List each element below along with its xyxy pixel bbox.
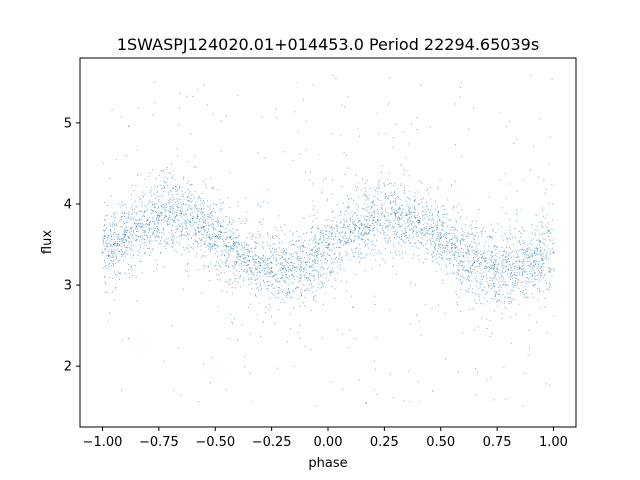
scatter-point bbox=[440, 237, 442, 239]
x-tick-label: 0.75 bbox=[483, 435, 512, 450]
scatter-point bbox=[349, 230, 352, 233]
scatter-point bbox=[203, 226, 205, 228]
x-tick-label: −0.75 bbox=[139, 435, 179, 450]
plot-frame bbox=[79, 57, 577, 428]
x-tick-label: 0.50 bbox=[426, 435, 455, 450]
scatter-point bbox=[372, 219, 374, 221]
x-tick-label: −1.00 bbox=[83, 435, 123, 450]
scatter-point bbox=[530, 263, 532, 265]
x-tick-label: 0.00 bbox=[314, 435, 343, 450]
scatter-point bbox=[552, 251, 555, 254]
scatter-point bbox=[541, 258, 543, 260]
scatter-point bbox=[417, 219, 419, 221]
scatter-point bbox=[225, 245, 228, 247]
y-axis-label: flux bbox=[40, 230, 55, 254]
scatter-point bbox=[282, 268, 284, 270]
scatter-point bbox=[485, 265, 487, 268]
y-tick-label: 2 bbox=[64, 360, 72, 375]
x-tick-label: −0.25 bbox=[252, 435, 292, 450]
x-tick-label: −0.50 bbox=[195, 435, 235, 450]
scatter-point bbox=[462, 255, 464, 257]
scatter-point bbox=[270, 267, 273, 269]
scatter-point bbox=[158, 214, 160, 216]
scatter-point bbox=[507, 269, 510, 271]
scatter-point bbox=[406, 214, 408, 216]
scatter-point bbox=[214, 235, 216, 238]
scatter-point bbox=[248, 260, 250, 262]
scatter-point bbox=[327, 247, 329, 249]
scatter-point bbox=[383, 215, 386, 217]
scatter-point bbox=[169, 211, 171, 213]
scatter-point-cloud bbox=[102, 75, 555, 407]
y-tick-label: 5 bbox=[64, 116, 72, 131]
scatter-point bbox=[473, 261, 476, 264]
scatter-point bbox=[259, 264, 262, 267]
chart-title: 1SWASPJ124020.01+014453.0 Period 22294.6… bbox=[117, 35, 539, 54]
scatter-point bbox=[496, 268, 498, 270]
scatter-point bbox=[451, 247, 453, 249]
scatter-point bbox=[293, 266, 295, 268]
scatter-point bbox=[394, 213, 397, 215]
scatter-point bbox=[124, 234, 126, 236]
scatter-point bbox=[316, 255, 318, 257]
scatter-point bbox=[237, 253, 239, 255]
scatter-point bbox=[135, 226, 138, 228]
x-axis-label: phase bbox=[308, 456, 347, 471]
y-tick-label: 3 bbox=[64, 279, 72, 294]
scatter-point bbox=[518, 267, 521, 269]
scatter-point bbox=[361, 224, 363, 226]
scatter-point bbox=[101, 251, 104, 254]
y-axis-ticks: 2 3 4 5 bbox=[64, 116, 80, 375]
y-tick-label: 4 bbox=[64, 197, 72, 212]
x-tick-label: 0.25 bbox=[370, 435, 399, 450]
scatter-point bbox=[428, 227, 431, 229]
scatter-point bbox=[180, 213, 183, 215]
scatter-point bbox=[146, 219, 149, 221]
scatter-point bbox=[338, 239, 340, 241]
scatter-point bbox=[192, 217, 194, 220]
x-axis-ticks: −1.00 −0.75 −0.50 −0.25 0.00 0.25 0.50 0.75 1.00 bbox=[83, 427, 568, 450]
scatter-point bbox=[304, 261, 307, 264]
data-points bbox=[101, 75, 555, 407]
x-tick-label: 1.00 bbox=[539, 435, 568, 450]
scatter-point bbox=[113, 243, 115, 246]
